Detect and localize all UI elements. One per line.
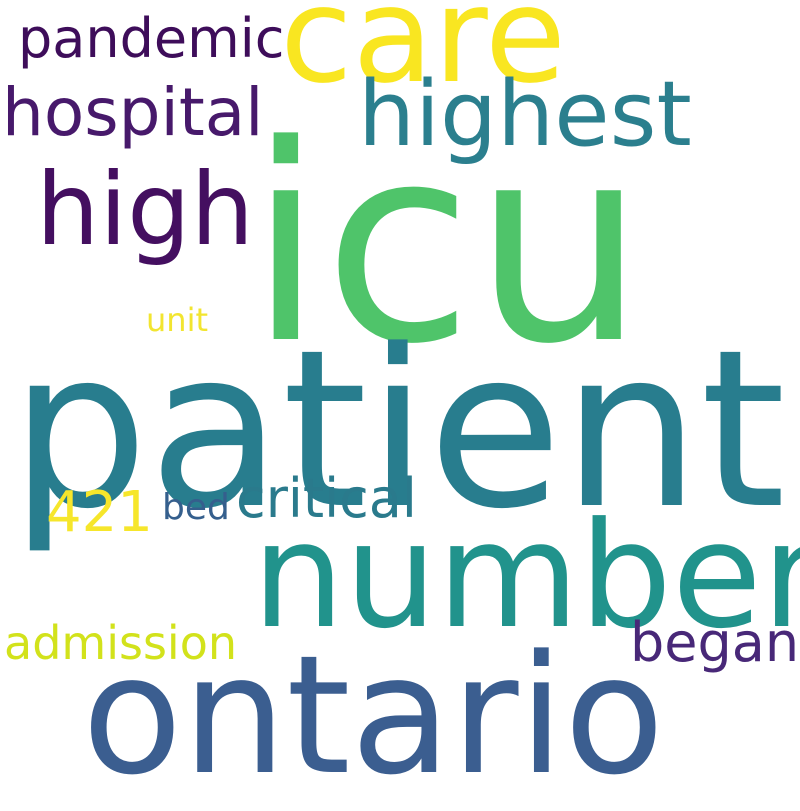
word-icu: icu (248, 88, 646, 404)
word-began: began (630, 611, 800, 674)
word-pandemic: pandemic (18, 7, 285, 70)
word-ontario: ontario (82, 620, 665, 811)
word-care: care (280, 0, 567, 113)
word-highest: highest (358, 62, 692, 167)
word-patient: patient (10, 304, 786, 557)
word-admission: admission (4, 616, 237, 670)
word-hospital: hospital (2, 74, 264, 151)
word-unit: unit (146, 301, 208, 339)
word-high: high (36, 151, 255, 268)
word-421: 421 (46, 480, 153, 545)
word-number: number (252, 491, 800, 661)
word-bed: bed (162, 487, 230, 528)
word-critical: critical (236, 467, 417, 530)
